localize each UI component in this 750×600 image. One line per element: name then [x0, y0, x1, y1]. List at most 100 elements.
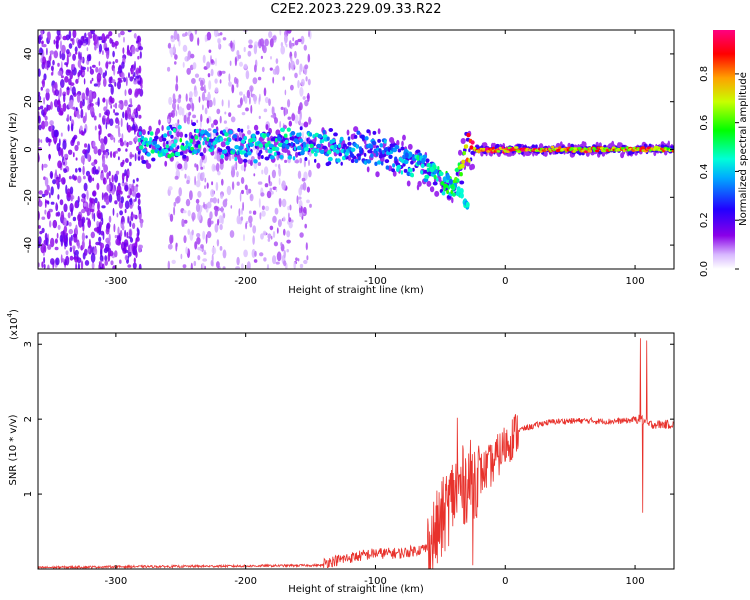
spectrogram-noise-cell: [59, 234, 64, 243]
spectrogram-ridge-cell: [350, 159, 355, 163]
spectrogram-noise-cell: [173, 206, 176, 216]
spectrogram-ridge-cell: [319, 139, 323, 144]
spectrogram-ridge-cell: [366, 159, 372, 164]
spectrogram-ridge-cell: [146, 163, 152, 169]
spectrogram-noise-cell: [38, 190, 43, 195]
spectrogram-noise-cell: [167, 260, 170, 269]
colorbar-tick-label: 0.6: [699, 115, 710, 131]
spectrogram-noise-cell: [77, 175, 82, 184]
spectrogram-ridge-cell: [287, 155, 292, 160]
spectrogram-ridge-cell: [177, 152, 181, 157]
spectrogram-noise-cell: [118, 100, 124, 104]
spectrogram-ridge-cell: [426, 180, 432, 187]
spectrogram-noise-cell: [252, 94, 258, 102]
spectrogram-panel: -300 -200 -100 0 100 40 20 0 -20 -40 Height of s…: [8, 29, 675, 296]
spectrogram-noise-cell: [274, 117, 278, 124]
spectrogram-noise-cell: [127, 170, 130, 176]
spectrogram-noise-cell: [169, 47, 174, 55]
spectrogram-ridge-cell: [370, 153, 374, 158]
spectrogram-ridge-cell: [349, 153, 355, 158]
spectrogram-noise-cell: [105, 200, 109, 205]
spectrogram-noise-cell: [59, 199, 64, 206]
spectrogram-noise-cell: [219, 224, 223, 231]
spectrogram-ridge-cell: [176, 131, 181, 138]
spectrogram-noise-cell: [85, 87, 90, 97]
spectrogram-noise-cell: [260, 233, 264, 240]
spectrogram-noise-cell: [261, 169, 264, 175]
spectrogram-noise-cell: [115, 59, 119, 63]
spectrogram-noise-cell: [304, 99, 309, 107]
spectrogram-noise-cell: [205, 234, 208, 244]
spectrogram-noise-cell: [38, 236, 42, 245]
spectrogram-heat-layer: [38, 30, 674, 269]
spectrogram-noise-cell: [72, 245, 76, 250]
spectrogram-noise-cell: [72, 174, 75, 180]
spectrogram-noise-cell: [240, 216, 244, 221]
spectrogram-noise-cell: [89, 103, 94, 107]
spectrogram-noise-cell: [297, 38, 302, 43]
spectrogram-noise-cell: [219, 115, 222, 124]
spectrogram-noise-cell: [93, 247, 98, 256]
spectrogram-noise-cell: [77, 262, 80, 269]
spectrogram-ridge-cell: [139, 145, 144, 150]
spectrogram-noise-cell: [107, 253, 111, 262]
spectrogram-noise-cell: [62, 93, 66, 103]
spectrogram-noise-cell: [247, 130, 252, 135]
spectrogram-noise-cell: [168, 186, 173, 191]
spectrogram-noise-cell: [282, 216, 286, 222]
spectrogram-noise-cell: [176, 195, 181, 204]
spectrogram-noise-cell: [275, 58, 279, 64]
spectrogram-ridge-cell: [392, 163, 396, 168]
spectrogram-noise-cell: [76, 93, 81, 103]
spectrogram-noise-cell: [189, 190, 193, 201]
spectrogram-noise-cell: [115, 238, 119, 245]
spectrogram-noise-cell: [236, 50, 240, 57]
spectrogram-noise-cell: [243, 234, 245, 242]
spectrogram-ridge-cell: [577, 147, 582, 150]
spectrogram-noise-cell: [204, 265, 206, 269]
spectrogram-ridge-cell: [266, 132, 270, 138]
spectrogram-ridge-cell: [587, 149, 593, 153]
spectrogram-noise-cell: [124, 109, 128, 119]
spectrogram-noise-cell: [175, 110, 178, 117]
spectrogram-noise-cell: [101, 205, 106, 209]
spectrogram-noise-cell: [93, 115, 97, 121]
spectrogram-ridge-cell: [155, 144, 161, 149]
spectrogram-ridge-cell: [166, 126, 171, 131]
spectrogram-ridge-cell: [362, 136, 365, 141]
spectrogram-noise-cell: [169, 213, 174, 222]
spectrogram-ridge-cell: [429, 186, 435, 193]
spectrogram-noise-cell: [105, 151, 109, 159]
spectrogram-ridge-cell: [446, 189, 450, 195]
spectrogram-noise-cell: [50, 201, 55, 205]
spectrogram-ridge-cell: [381, 153, 387, 158]
spectrogram-ridge-cell: [162, 141, 166, 148]
spectrogram-noise-cell: [75, 106, 78, 112]
x-tick-label: 0: [502, 276, 508, 287]
spectrogram-noise-cell: [211, 181, 214, 186]
spectrogram-noise-cell: [115, 124, 120, 129]
spectrogram-ridge-cell: [485, 147, 490, 151]
spectrogram-noise-cell: [246, 188, 249, 196]
colorbar-tick-label: 0.0: [699, 261, 710, 277]
spectrogram-noise-cell: [284, 89, 287, 96]
spectrogram-noise-cell: [304, 136, 308, 144]
spectrogram-noise-cell: [121, 61, 125, 69]
spectrogram-ridge-cell: [331, 138, 336, 143]
spectrogram-noise-cell: [174, 175, 179, 180]
spectrogram-noise-cell: [135, 107, 138, 114]
spectrogram-ridge-cell: [275, 146, 280, 152]
spectrogram-noise-cell: [222, 266, 226, 269]
spectrogram-noise-cell: [190, 262, 193, 269]
spectrogram-noise-cell: [126, 122, 129, 131]
spectrogram-noise-cell: [83, 78, 86, 85]
spectrogram-noise-cell: [38, 36, 42, 44]
spectrogram-noise-cell: [128, 88, 133, 96]
spectrogram-noise-cell: [93, 227, 99, 232]
spectrogram-noise-cell: [308, 169, 312, 178]
spectrogram-noise-cell: [131, 65, 134, 69]
spectrogram-ridge-cell: [441, 191, 446, 196]
spectrogram-ridge-cell: [406, 171, 410, 176]
spectrogram-noise-cell: [113, 266, 116, 269]
spectrogram-noise-cell: [303, 158, 306, 168]
